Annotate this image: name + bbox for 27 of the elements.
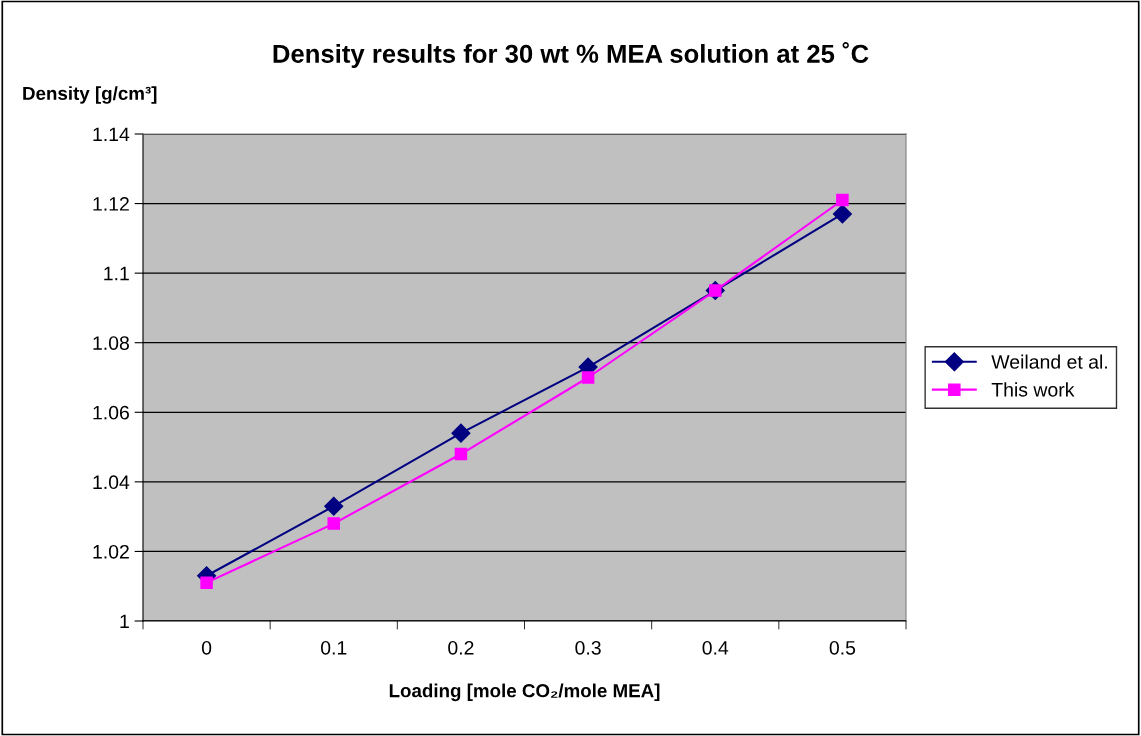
y-tick-label: 1.06 — [93, 405, 129, 420]
y-tick-label: 1.02 — [93, 544, 129, 559]
y-tick-label: 1.04 — [93, 475, 130, 490]
x-tick-label: 0.1 — [321, 640, 347, 655]
y-tick-label: 1 — [120, 614, 129, 629]
point — [324, 496, 344, 516]
point — [836, 193, 849, 207]
legend-label: This work — [991, 382, 1075, 397]
y-tick-label: 1.14 — [93, 127, 130, 142]
x-tick-label: 0.4 — [702, 640, 729, 655]
chart-title: Density results for 30 wt % MEA solution at 25 ˚C — [273, 42, 869, 68]
x-tick-label: 0 — [201, 640, 212, 655]
x-tick-label: 0.5 — [829, 640, 856, 655]
y-tick-label: 1.1 — [104, 266, 129, 281]
point — [581, 371, 595, 384]
x-tick-label: 0.3 — [575, 640, 601, 655]
y-tick-label: 1.12 — [93, 197, 129, 211]
point — [327, 517, 341, 530]
point — [200, 576, 213, 589]
point — [454, 447, 468, 461]
point — [451, 423, 471, 443]
point — [832, 204, 852, 224]
y-axis-title: Density [g/cm³] — [23, 86, 157, 104]
legend-label: Weiland et al. — [991, 354, 1107, 369]
y-tick-label: 1.08 — [93, 336, 129, 350]
x-axis-title: Loading [mole CO₂/mole MEA] — [389, 683, 660, 702]
x-tick-label: 0.2 — [448, 640, 474, 655]
